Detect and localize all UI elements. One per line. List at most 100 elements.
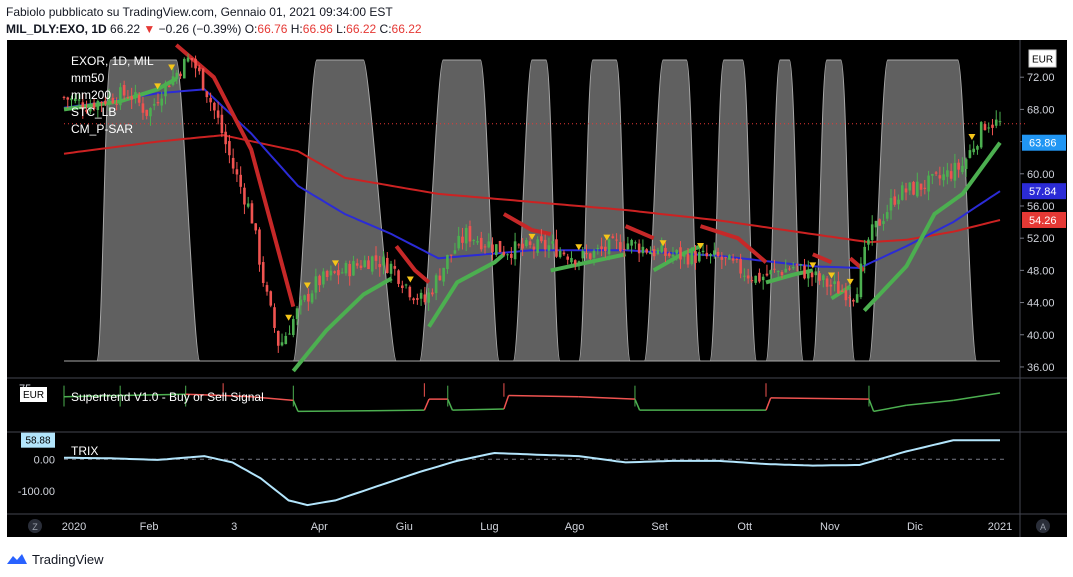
candle-body: [355, 263, 359, 266]
candle-body: [164, 82, 167, 97]
candle-body: [852, 300, 855, 302]
candle-body: [994, 119, 998, 126]
close-value: 66.22: [391, 22, 422, 36]
symbol-name[interactable]: MIL_DLY:EXO, 1D: [6, 22, 107, 36]
price-axis[interactable]: 72.0068.0064.0060.0056.0052.0048.0044.00…: [1020, 72, 1066, 374]
legend-psar[interactable]: CM_P-SAR: [71, 122, 133, 136]
candle-body: [799, 264, 803, 266]
price-label-last: [1022, 134, 1066, 151]
candle-body: [352, 261, 355, 276]
tradingview-logo-icon: [7, 554, 27, 564]
time-axis[interactable]: 2020 Feb 3 Apr Giu Lug Ago Set Ott Nov Dic 2021: [62, 521, 1012, 533]
price-tick-label: 44.00: [1027, 298, 1055, 310]
signal-marker: [168, 64, 176, 71]
candle-body: [641, 246, 645, 254]
candle-body: [769, 270, 772, 275]
candle-body: [889, 197, 893, 211]
candle-body: [806, 269, 810, 279]
candle-body: [927, 175, 930, 192]
supertrend-line: [185, 393, 224, 397]
candle-body: [318, 275, 321, 286]
candle-body: [761, 276, 765, 281]
candle-body: [449, 254, 453, 256]
legend-mm50[interactable]: mm50: [71, 71, 105, 85]
candle-body: [404, 284, 408, 286]
candle-body: [803, 265, 806, 279]
candle-body: [498, 241, 502, 253]
candle-body: [89, 105, 92, 112]
candle-body: [588, 253, 592, 259]
candle-body: [468, 226, 472, 242]
candle-body: [949, 171, 953, 179]
zoom-icon: Z: [32, 522, 38, 532]
candle-body: [412, 298, 415, 301]
candle-body: [62, 96, 66, 98]
candle-body: [487, 241, 491, 248]
candle-body: [506, 254, 509, 256]
signal-marker: [285, 314, 293, 321]
candle-body: [337, 270, 340, 276]
candle-body: [261, 262, 265, 283]
candle-body: [115, 103, 118, 105]
candle-body: [126, 97, 130, 99]
candle-body: [152, 103, 156, 106]
candle-body: [363, 260, 367, 267]
candle-body: [213, 102, 216, 111]
candles: [62, 53, 1002, 353]
candle-body: [919, 183, 923, 190]
time-tick-label: Lug: [480, 521, 498, 533]
psar-segment-down: [624, 224, 655, 241]
candle-body: [175, 72, 179, 80]
psar-segment-down: [699, 224, 768, 264]
candle-body: [555, 239, 558, 257]
candle-body: [791, 267, 795, 269]
candle-body: [532, 246, 536, 250]
psar-segment-down: [812, 252, 833, 265]
signal-marker: [659, 240, 667, 247]
candle-body: [137, 95, 141, 103]
supertrend-title: Supertrend V1.0 - Buy or Sell Signal: [71, 390, 264, 404]
legend-mm200[interactable]: mm200: [71, 88, 111, 102]
candle-body: [938, 175, 942, 179]
candle-body: [70, 98, 73, 101]
legend-symbol[interactable]: EXOR, 1D, MIL: [71, 54, 154, 68]
legend-stc[interactable]: STC_LB: [71, 105, 116, 119]
candle-body: [716, 252, 720, 257]
chart-canvas[interactable]: 72.0068.0064.0060.0056.0052.0048.0044.00…: [7, 40, 1067, 537]
candle-body: [246, 203, 250, 207]
zoom-button[interactable]: [28, 519, 42, 533]
candle-body: [953, 162, 957, 181]
candle-body: [562, 252, 566, 255]
candle-body: [964, 159, 968, 169]
supertrend-currency-badge[interactable]: [20, 387, 47, 402]
currency-badge[interactable]: [1028, 49, 1057, 68]
signal-marker: [828, 272, 836, 279]
candle-body: [265, 285, 269, 292]
candle-body: [250, 203, 254, 224]
signal-marker: [575, 244, 583, 251]
candle-body: [690, 249, 694, 265]
tradingview-brand[interactable]: TradingView: [32, 551, 104, 567]
supertrend-pane: 75: [19, 383, 1001, 413]
candle-body: [502, 251, 506, 256]
price-label-mm50: [1022, 183, 1066, 200]
candle-body: [968, 150, 972, 158]
candle-body: [859, 263, 863, 298]
candle-body: [577, 261, 581, 265]
candle-body: [750, 280, 754, 282]
candle-body: [292, 319, 295, 335]
trix-title: TRIX: [71, 444, 98, 458]
candle-body: [916, 181, 919, 197]
psar-segment-up: [765, 268, 814, 285]
candle-body: [521, 243, 524, 249]
candle-body: [829, 284, 833, 287]
mm50-line: [63, 88, 1001, 270]
candle-body: [235, 169, 239, 175]
candle-body: [630, 240, 633, 246]
candle-body: [656, 249, 660, 254]
auto-scale-button[interactable]: [1036, 519, 1050, 533]
candle-body: [728, 255, 731, 260]
trix-last-label-text: 58.88: [25, 436, 50, 447]
candle-body: [160, 98, 164, 106]
candle-body: [156, 102, 160, 104]
